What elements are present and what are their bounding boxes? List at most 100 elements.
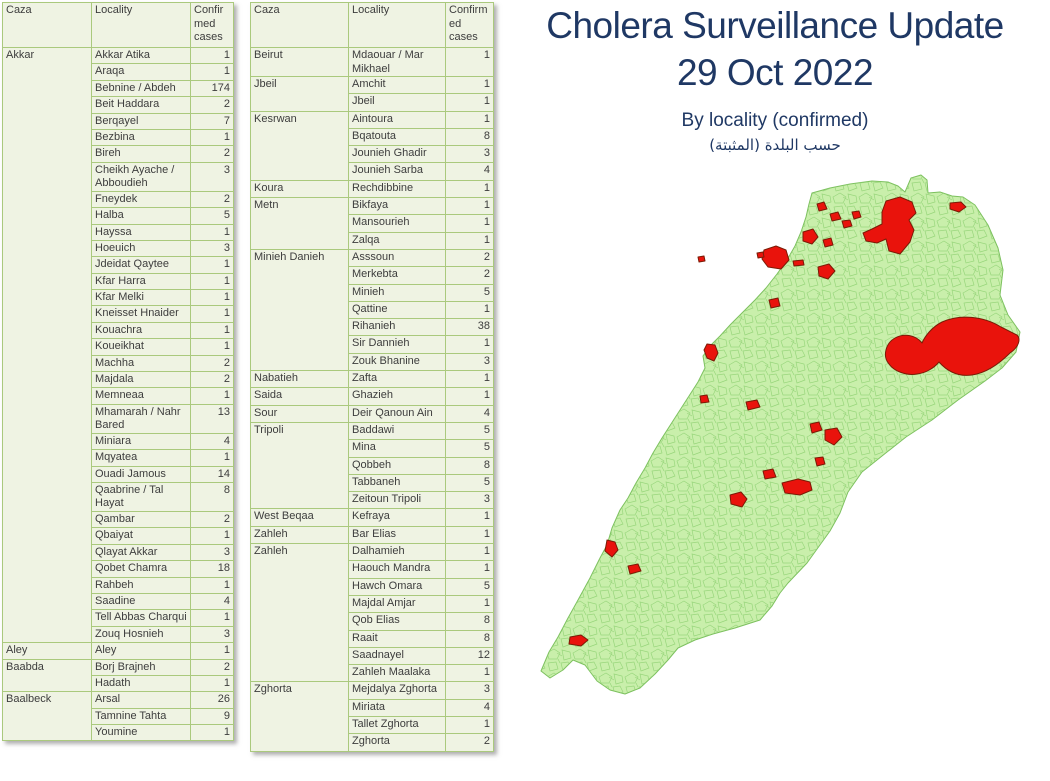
locality-cell: Qlayat Akkar	[91, 543, 191, 562]
cases-cell: 1	[190, 272, 234, 291]
locality-cell: Qobbeh	[348, 456, 446, 475]
cases-cell: 14	[190, 465, 234, 483]
table-row: Zahleh Maalaka 1	[251, 664, 494, 683]
cases-cell: 1	[445, 370, 494, 389]
table-row: West Beqaa Kefraya 1	[250, 508, 494, 527]
locality-cell: Mina	[348, 439, 446, 458]
cases-cell: 5	[445, 577, 494, 596]
locality-cell: Qbaiyat	[91, 527, 191, 545]
cases-cell: 1	[445, 525, 494, 545]
table-row: Minieh 5	[251, 283, 494, 302]
cases-cell: 1	[445, 594, 494, 614]
table-row: Qobbeh 8	[251, 456, 494, 475]
caza-cell: Saida	[250, 387, 349, 406]
cases-cell: 1	[445, 110, 494, 129]
locality-cell: Beit Haddara	[91, 96, 191, 114]
table-body: Akkar Akkar Atika 1 Araqa 1 Bebnine / Abdeh 17…	[2, 46, 234, 742]
cases-cell: 1	[445, 75, 494, 95]
locality-cell: Aintoura	[348, 110, 446, 129]
cases-cell: 1	[190, 128, 234, 147]
caza-cell: Zahleh	[250, 525, 349, 545]
cases-table-left: Caza Locality Confirmed cases Akkar Akkar…	[2, 2, 234, 742]
table-row: Kesrwan Aintoura 1	[250, 110, 494, 181]
locality-cell: Tabbaneh	[348, 473, 446, 493]
table-row: Koura Rechdibbine 1	[250, 179, 494, 199]
locality-cell: Miriata	[348, 698, 446, 717]
cases-cell: 1	[445, 179, 494, 199]
cases-cell: 2	[190, 510, 234, 529]
caza-cell: Kesrwan	[250, 110, 349, 181]
cases-table-right: Caza Locality Confirmed cases Beirut Mdao…	[250, 2, 494, 752]
table-row: Zalqa 1	[251, 231, 494, 250]
column-header-locality: Locality	[348, 2, 446, 48]
locality-cell: Arsal	[91, 691, 191, 709]
locality-cell: Amchit	[348, 75, 446, 95]
locality-cell: Dalhamieh	[348, 543, 446, 562]
locality-cell: Hadath	[91, 674, 191, 693]
table-row: Ouadi Jamous 14	[3, 465, 234, 483]
table-row: Raait 8	[251, 629, 494, 648]
table-row: Kfar Harra 1	[3, 272, 234, 291]
locality-cell: Mhamarah / Nahr Bared	[91, 403, 191, 434]
locality-cell: Mdaouar / Mar Mikhael	[348, 47, 446, 77]
cases-cell: 2	[190, 145, 234, 163]
cases-cell: 5	[445, 473, 494, 493]
locality-cell: Kouachra	[91, 321, 191, 340]
table-row: Fneydek 2	[3, 190, 234, 209]
locality-cell: Miniara	[91, 432, 191, 451]
locality-cell: Kfar Melki	[91, 289, 191, 307]
table-row: Hoeuich 3	[3, 239, 234, 258]
table-row: Tripoli Baddawi 5	[250, 421, 494, 510]
column-header-caza: Caza	[250, 2, 349, 48]
cases-cell: 5	[445, 439, 494, 458]
table-row: Jdeidat Qaytee 1	[3, 256, 234, 274]
header-row: Caza Locality Confirmed cases	[250, 2, 494, 48]
table-row: Zghorta Mejdalya Zghorta 3	[250, 681, 494, 752]
title-block: Cholera Surveillance Update 29 Oct 2022 …	[505, 2, 1045, 155]
locality-cell: Tell Abbas Charqui	[91, 609, 191, 627]
locality-cell: Merkebta	[348, 266, 446, 285]
table-row: Aley Aley 1	[2, 642, 234, 660]
table-row: Hayssa 1	[3, 223, 234, 241]
page-title-line1: Cholera Surveillance Update	[546, 5, 1004, 46]
table-row: Youmine 1	[3, 724, 234, 742]
cases-cell: 1	[445, 387, 494, 406]
case-patch	[851, 210, 862, 220]
cases-cell: 8	[445, 629, 494, 648]
locality-cell: Kefraya	[348, 508, 446, 527]
cases-cell: 1	[190, 289, 234, 307]
locality-cell: Bebnine / Abdeh	[91, 79, 191, 98]
locality-cell: Tallet Zghorta	[348, 715, 446, 735]
cases-cell: 1	[445, 214, 494, 233]
case-patch	[814, 456, 826, 467]
cases-cell: 174	[190, 79, 234, 98]
locality-cell: Cheikh Ayache / Abboudieh	[91, 161, 191, 192]
cases-cell: 1	[445, 93, 494, 112]
locality-cell: Sir Dannieh	[348, 335, 446, 354]
cases-cell: 2	[190, 658, 234, 676]
table-row: Kouachra 1	[3, 321, 234, 340]
cases-cell: 3	[445, 681, 494, 700]
case-patch	[745, 399, 761, 411]
cases-cell: 2	[190, 190, 234, 209]
locality-cell: Zeitoun Tripoli	[348, 491, 446, 510]
case-patch	[824, 427, 843, 446]
cases-cell: 5	[190, 207, 234, 225]
cases-cell: 3	[445, 352, 494, 372]
caza-cell: Metn	[250, 197, 349, 250]
cases-cell: 1	[445, 664, 494, 683]
locality-cell: Zafta	[348, 370, 446, 389]
cases-cell: 8	[190, 481, 234, 512]
table-row: Metn Bikfaya 1	[250, 197, 494, 250]
table-row: Hadath 1	[3, 674, 234, 693]
locality-cell: Zalqa	[348, 231, 446, 250]
locality-cell: Saadine	[91, 592, 191, 611]
caza-cell: Minieh Danieh	[250, 248, 349, 372]
table-row: Baalbeck Arsal 26	[2, 691, 234, 742]
table-row: Jbeil Amchit 1	[250, 75, 494, 112]
cases-cell: 13	[190, 403, 234, 434]
caza-cell: Baalbeck	[2, 691, 92, 742]
cases-cell: 1	[445, 560, 494, 579]
table-row: Tallet Zghorta 1	[251, 715, 494, 735]
case-patch	[816, 201, 828, 212]
